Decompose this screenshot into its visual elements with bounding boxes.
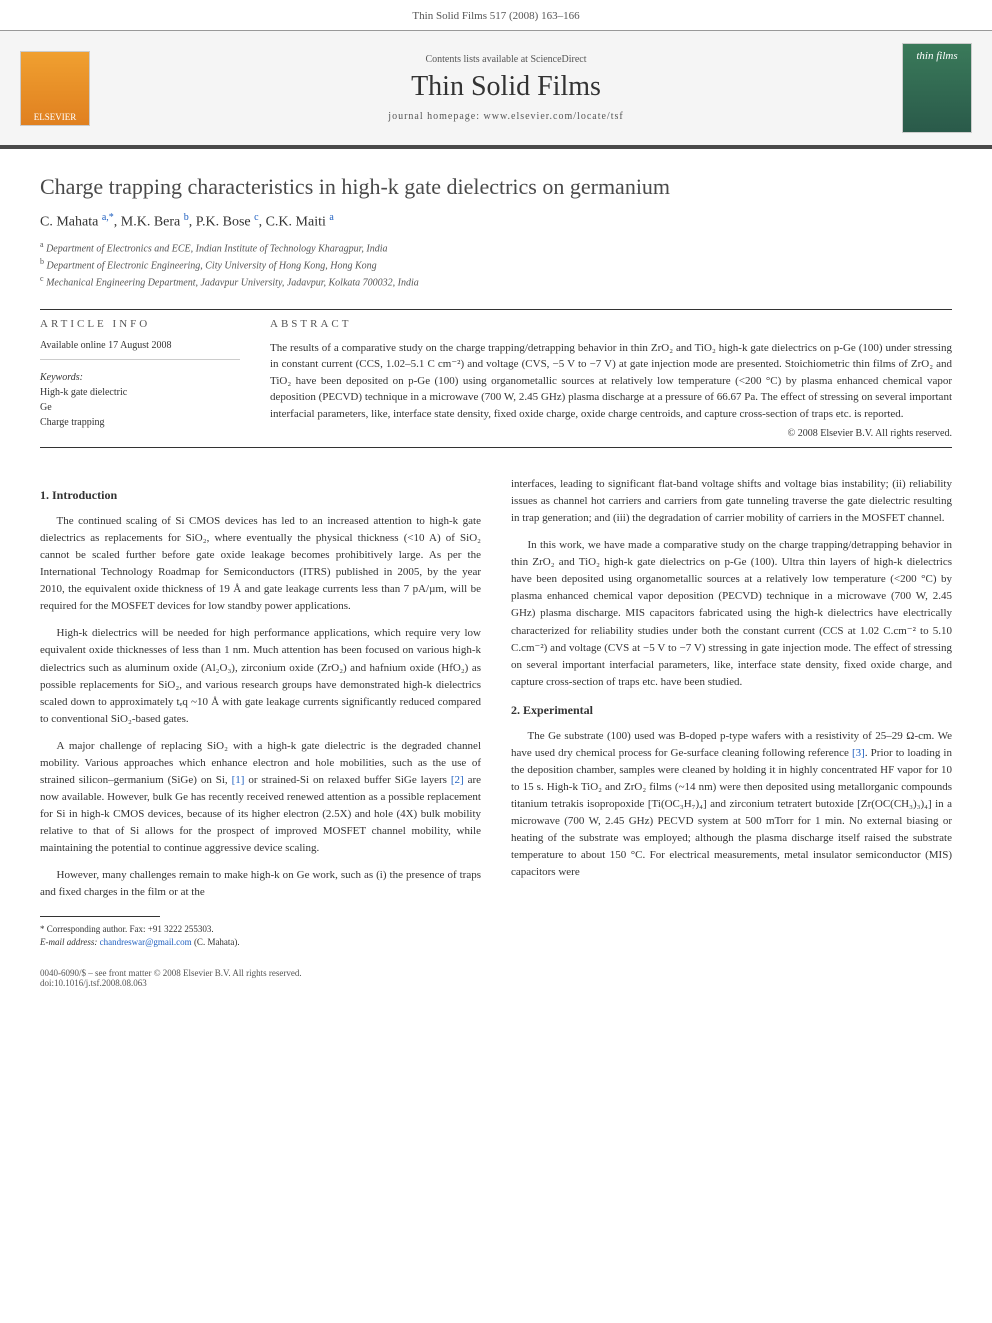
doi-line: doi:10.1016/j.tsf.2008.08.063 bbox=[40, 978, 952, 988]
keyword: Charge trapping bbox=[40, 415, 240, 430]
keywords-list: High-k gate dielectric Ge Charge trappin… bbox=[40, 385, 240, 430]
available-online: Available online 17 August 2008 bbox=[40, 340, 240, 360]
article-info: ARTICLE INFO Available online 17 August … bbox=[40, 318, 240, 440]
right-column: interfaces, leading to significant flat-… bbox=[511, 476, 952, 948]
body-paragraph: The Ge substrate (100) used was B-doped … bbox=[511, 728, 952, 881]
author-affil-sup: a,* bbox=[102, 212, 114, 223]
affiliation: b Department of Electronic Engineering, … bbox=[40, 256, 952, 273]
author: C. Mahata bbox=[40, 215, 98, 230]
affiliation: a Department of Electronics and ECE, Ind… bbox=[40, 239, 952, 256]
journal-banner: ELSEVIER Contents lists available at Sci… bbox=[0, 31, 992, 149]
banner-center: Contents lists available at ScienceDirec… bbox=[110, 54, 902, 122]
author-affil-sup: a bbox=[329, 212, 333, 223]
article-title: Charge trapping characteristics in high-… bbox=[0, 149, 992, 212]
author-affil-sup: c bbox=[254, 212, 258, 223]
affiliation: c Mechanical Engineering Department, Jad… bbox=[40, 273, 952, 290]
contents-available: Contents lists available at ScienceDirec… bbox=[110, 54, 902, 65]
body-paragraph: interfaces, leading to significant flat-… bbox=[511, 476, 952, 527]
two-column-body: 1. Introduction The continued scaling of… bbox=[0, 456, 992, 968]
body-paragraph: However, many challenges remain to make … bbox=[40, 867, 481, 901]
abstract-text: The results of a comparative study on th… bbox=[270, 340, 952, 423]
divider bbox=[40, 447, 952, 448]
meta-abstract-row: ARTICLE INFO Available online 17 August … bbox=[0, 318, 992, 440]
section-heading-experimental: 2. Experimental bbox=[511, 703, 952, 718]
elsevier-logo: ELSEVIER bbox=[20, 51, 90, 126]
body-paragraph: In this work, we have made a comparative… bbox=[511, 537, 952, 690]
keyword: Ge bbox=[40, 400, 240, 415]
email-link[interactable]: chandreswar@gmail.com bbox=[100, 937, 192, 947]
ref-link[interactable]: [3] bbox=[852, 747, 865, 759]
journal-cover-thumb: thin films bbox=[902, 43, 972, 133]
footnote-separator bbox=[40, 916, 160, 917]
corresponding-author-note: * Corresponding author. Fax: +91 3222 25… bbox=[40, 923, 481, 936]
affiliations: a Department of Electronics and ECE, Ind… bbox=[0, 239, 992, 301]
ref-link[interactable]: [2] bbox=[451, 774, 464, 786]
abstract-column: ABSTRACT The results of a comparative st… bbox=[270, 318, 952, 440]
keyword: High-k gate dielectric bbox=[40, 385, 240, 400]
ref-link[interactable]: [1] bbox=[232, 774, 245, 786]
author-affil-sup: b bbox=[184, 212, 189, 223]
divider bbox=[40, 309, 952, 310]
email-line: E-mail address: chandreswar@gmail.com (C… bbox=[40, 936, 481, 949]
author: C.K. Maiti bbox=[266, 215, 326, 230]
body-paragraph: The continued scaling of Si CMOS devices… bbox=[40, 513, 481, 615]
left-column: 1. Introduction The continued scaling of… bbox=[40, 476, 481, 948]
author: P.K. Bose bbox=[196, 215, 251, 230]
body-paragraph: A major challenge of replacing SiO₂ with… bbox=[40, 738, 481, 857]
body-paragraph: High-k dielectrics will be needed for hi… bbox=[40, 625, 481, 727]
section-heading-intro: 1. Introduction bbox=[40, 488, 481, 503]
page-footer: 0040-6090/$ – see front matter © 2008 El… bbox=[0, 968, 992, 1008]
info-heading: ARTICLE INFO bbox=[40, 318, 240, 330]
journal-homepage: journal homepage: www.elsevier.com/locat… bbox=[110, 111, 902, 122]
abstract-copyright: © 2008 Elsevier B.V. All rights reserved… bbox=[270, 428, 952, 439]
authors-line: C. Mahata a,*, M.K. Bera b, P.K. Bose c,… bbox=[0, 212, 992, 239]
issn-line: 0040-6090/$ – see front matter © 2008 El… bbox=[40, 968, 952, 978]
author: M.K. Bera bbox=[121, 215, 181, 230]
journal-title: Thin Solid Films bbox=[110, 71, 902, 103]
keywords-label: Keywords: bbox=[40, 372, 240, 383]
abstract-heading: ABSTRACT bbox=[270, 318, 952, 330]
running-head: Thin Solid Films 517 (2008) 163–166 bbox=[0, 0, 992, 31]
